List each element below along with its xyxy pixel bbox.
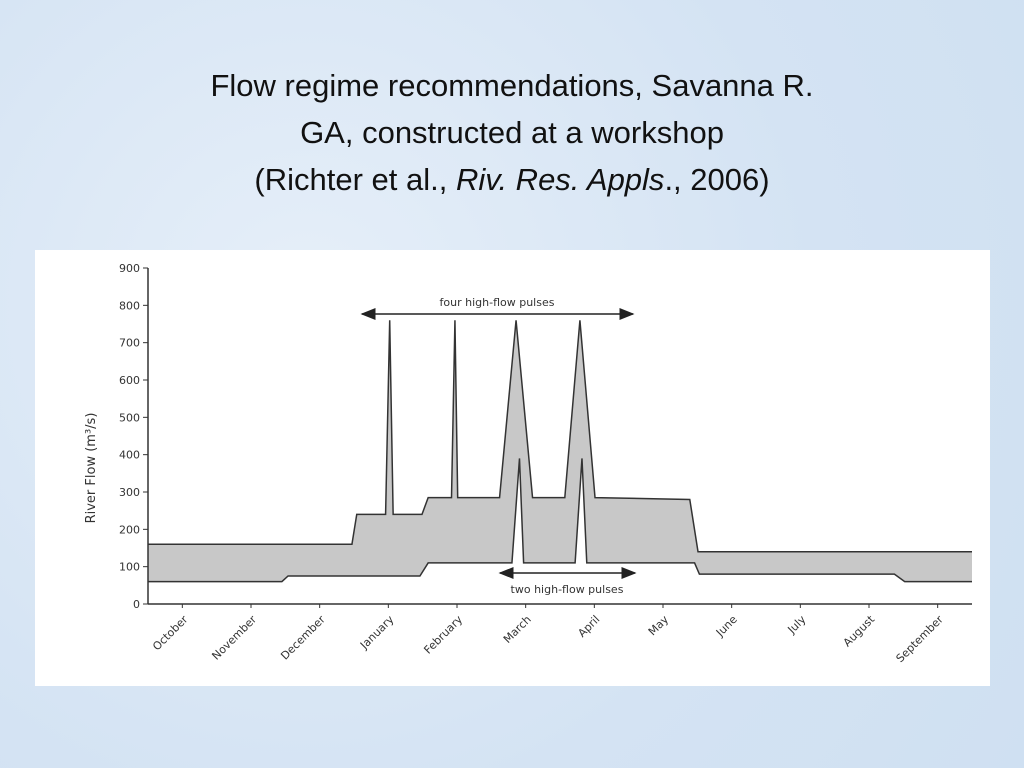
title-text: ., 2006) bbox=[664, 162, 770, 197]
x-tick-label: January bbox=[357, 613, 397, 653]
y-axis-label: River Flow (m³/s) bbox=[84, 413, 99, 524]
annotation: four high-flow pulses bbox=[440, 296, 555, 309]
x-tick-label: April bbox=[575, 613, 602, 640]
y-tick-label: 900 bbox=[119, 262, 140, 275]
annotation: two high-flow pulses bbox=[511, 583, 624, 596]
slide-title: Flow regime recommendations, Savanna R. … bbox=[0, 62, 1024, 203]
journal: Riv. Res. Appls bbox=[455, 162, 665, 197]
y-tick-label: 0 bbox=[133, 598, 140, 611]
y-tick-label: 500 bbox=[119, 411, 140, 424]
x-tick-label: November bbox=[209, 613, 259, 663]
chart: River Flow (m³/s) 0 100 200 300 400 500 600 700… bbox=[84, 262, 972, 666]
x-tick-label: December bbox=[278, 613, 328, 663]
flow-line bbox=[148, 320, 972, 553]
title-line: Flow regime recommendations, Savanna R. bbox=[210, 68, 814, 103]
y-tick-label: 200 bbox=[119, 523, 140, 536]
x-tick-label: July bbox=[785, 613, 809, 637]
x-tick-label: February bbox=[421, 613, 465, 657]
x-tick-label: October bbox=[150, 613, 191, 654]
band-fill bbox=[148, 320, 972, 582]
y-tick-label: 600 bbox=[119, 374, 140, 387]
title-line: (Richter et al., Riv. Res. Appls., 2006) bbox=[0, 156, 1024, 203]
y-tick-label: 700 bbox=[119, 337, 140, 350]
y-tick-label: 100 bbox=[119, 561, 140, 574]
y-tick-label: 800 bbox=[119, 299, 140, 312]
title-line: GA, constructed at a workshop bbox=[300, 115, 724, 150]
x-tick-label: June bbox=[713, 613, 740, 640]
flow-line bbox=[148, 458, 972, 583]
x-tick-label: August bbox=[841, 612, 878, 649]
chart-box: River Flow (m³/s) 0 100 200 300 400 500 600 700… bbox=[35, 250, 990, 686]
y-tick-label: 300 bbox=[119, 486, 140, 499]
x-tick-label: September bbox=[894, 613, 947, 666]
x-tick-label: March bbox=[501, 613, 534, 646]
x-tick-label: May bbox=[646, 613, 672, 639]
y-tick-label: 400 bbox=[119, 449, 140, 462]
title-text: (Richter et al., bbox=[254, 162, 456, 197]
